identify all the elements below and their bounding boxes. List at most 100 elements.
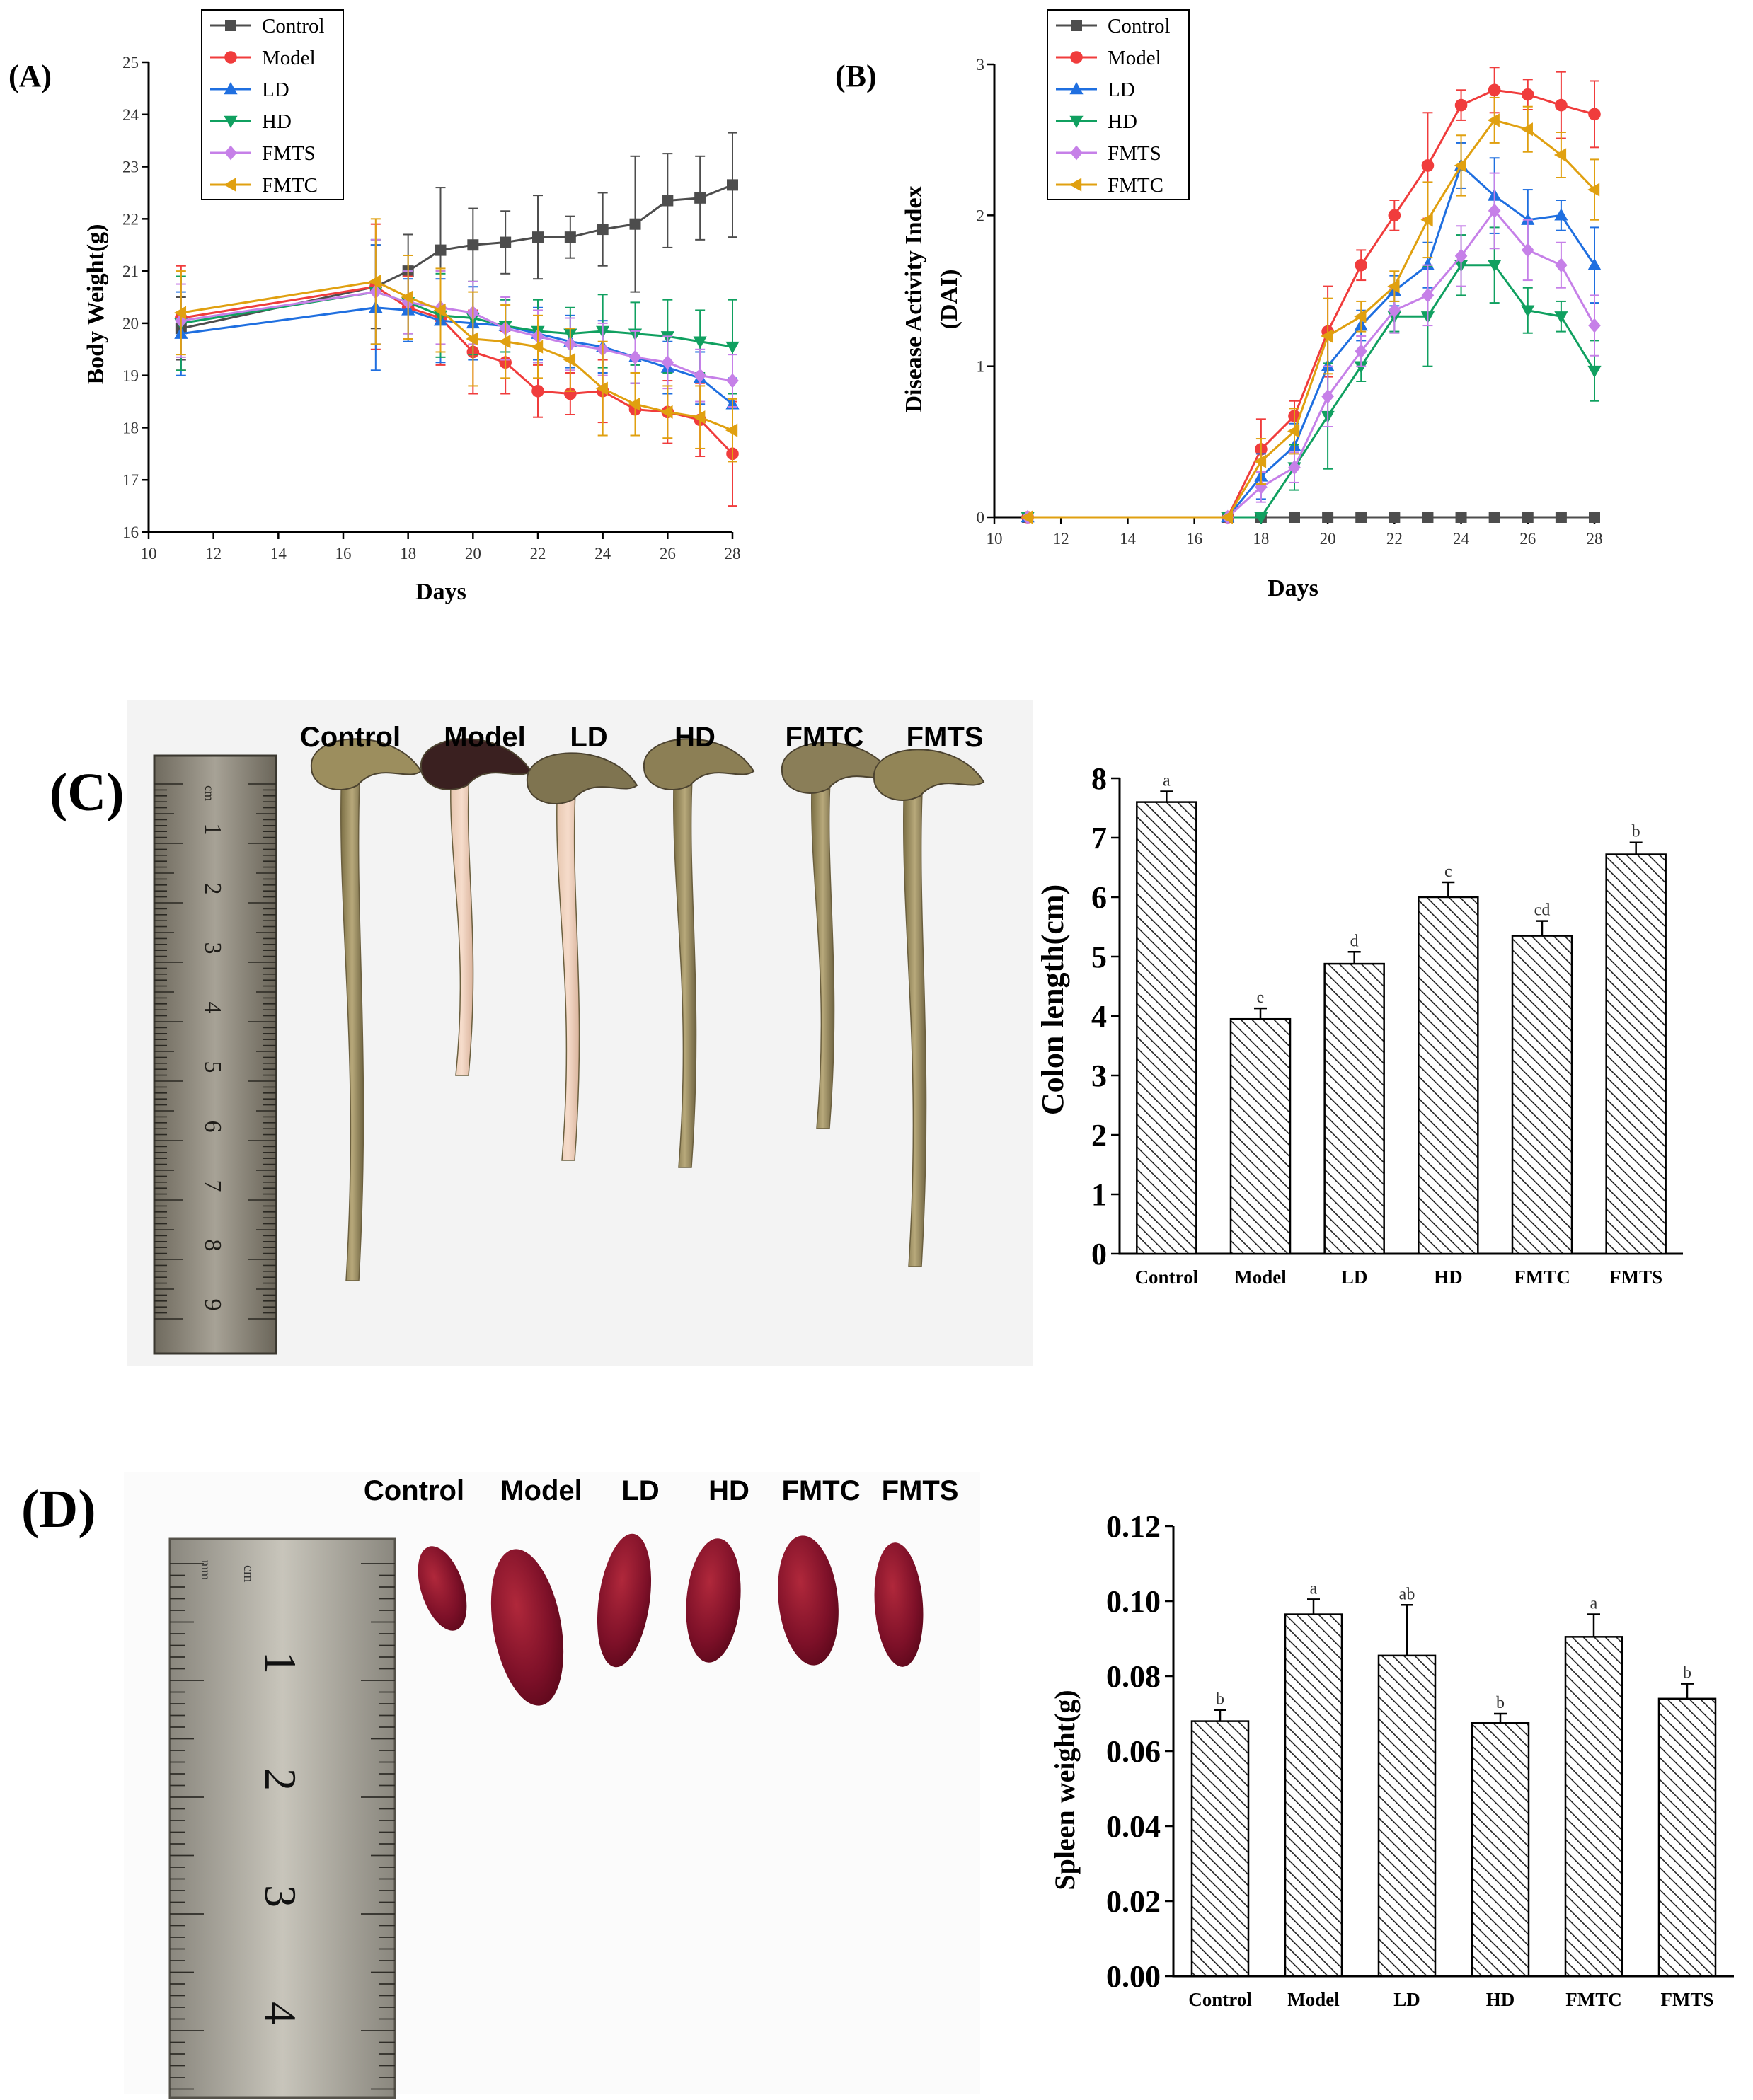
ruler-number: 3: [200, 942, 226, 954]
legend-label: Control: [1108, 15, 1171, 38]
x-tick-label: 20: [465, 545, 481, 562]
data-point: [467, 239, 479, 251]
x-tick-label: 28: [1587, 530, 1603, 548]
colon-tube: [673, 763, 697, 1168]
legend-label: FMTC: [1108, 174, 1163, 197]
bar: [1190, 1720, 1250, 1978]
bar-group-fmts: b FMTS: [1605, 823, 1667, 1288]
category-label: LD: [1341, 1267, 1368, 1288]
legend-label: HD: [262, 110, 292, 133]
category-label: HD: [1486, 1989, 1515, 2010]
colon-control: [310, 738, 423, 1281]
x-tick-label: 14: [270, 545, 287, 562]
data-point: [1454, 98, 1468, 112]
colon-label-fmtc: FMTC: [785, 722, 863, 753]
data-point: [694, 192, 706, 204]
x-tick-label: 24: [594, 545, 611, 562]
ruler-number: 7: [200, 1180, 226, 1192]
bar-group-model: a Model: [1284, 1579, 1343, 2010]
data-point: [1588, 318, 1601, 333]
panel-a-body-weight-chart: (A) 10 12 14 16 18 20 22 24 26 28 16 17 18 19 20 21 22 23…: [8, 9, 741, 605]
bar: [1564, 1636, 1623, 1978]
series-fmts: [1021, 172, 1601, 525]
bar: [1418, 896, 1479, 1255]
data-point: [1555, 258, 1568, 273]
data-point: [727, 179, 738, 191]
y-tick-label: 0.08: [1106, 1659, 1161, 1694]
series-line: [1028, 163, 1596, 519]
x-tick-label: 16: [1186, 530, 1202, 548]
colon-label-fmts: FMTS: [907, 722, 984, 753]
y-tick-label: 7: [1091, 821, 1107, 855]
bar: [1377, 1654, 1437, 1978]
data-point: [1521, 88, 1534, 101]
legend-marker: [1069, 82, 1084, 95]
colon-tube: [903, 774, 927, 1267]
legend-marker: [224, 115, 238, 128]
bar-group-control: b Control: [1188, 1690, 1252, 2010]
legend-label: LD: [1108, 79, 1135, 101]
spleen-label-fmts: FMTS: [882, 1475, 959, 1506]
series-a: [173, 132, 740, 507]
legend-a: Control Model LD HD FMTS FMTC: [201, 9, 344, 200]
data-point: [1455, 512, 1467, 523]
colon-model: [420, 738, 532, 1076]
y-tick-label: 21: [122, 262, 139, 280]
bar-group-fmtc: a FMTC: [1564, 1595, 1623, 2010]
data-point: [1555, 512, 1567, 523]
colon-fmtc: [781, 742, 893, 1129]
data-point: [1321, 329, 1333, 343]
colon-photo: (C) 1 2 3 4 5 6 7 8 9 cm Control Model LD HD FMTC FMT…: [50, 700, 1033, 1366]
x-tick-label: 14: [1120, 530, 1137, 548]
category-label: FMTS: [1609, 1267, 1662, 1288]
bar: [1229, 1017, 1292, 1255]
legend-marker: [225, 20, 236, 31]
data-point: [532, 231, 544, 243]
significance-letter: a: [1590, 1595, 1598, 1613]
y-tick-label: 25: [122, 54, 139, 71]
y-tick-label: 2: [1091, 1118, 1107, 1153]
ruler-d-mm: mm: [199, 1560, 213, 1580]
data-point: [531, 340, 544, 354]
data-point: [1521, 212, 1535, 225]
axes-d: 0.00 0.02 0.04 0.06 0.08 0.10 0.12: [1106, 1509, 1734, 1994]
spleen-fmts: [874, 1542, 924, 1667]
legend-b: Control Model LD HD FMTS FMTC: [1047, 9, 1190, 200]
data-point: [1389, 512, 1401, 523]
data-point: [1588, 108, 1601, 121]
x-tick-label: 16: [335, 545, 352, 562]
colon-cecum: [526, 752, 638, 804]
data-point: [726, 373, 739, 388]
data-point: [660, 405, 673, 419]
spleen-ld: [597, 1533, 652, 1668]
y-tick-label: 16: [122, 524, 139, 541]
data-point: [1288, 460, 1301, 475]
x-tick-label: 26: [1519, 530, 1536, 548]
data-point: [1421, 288, 1435, 303]
data-point: [1420, 213, 1433, 227]
y-axis-title-b-line2: (DAI): [936, 270, 962, 330]
y-tick-label: 8: [1091, 761, 1107, 796]
x-axis-title-b: Days: [1268, 575, 1318, 601]
colon-label-model: Model: [444, 722, 526, 753]
series-fmtc: [1021, 96, 1600, 524]
spleen-label-hd: HD: [708, 1475, 749, 1506]
bar: [1136, 801, 1197, 1255]
ruler-number: 4: [200, 1002, 226, 1014]
y-tick-label: 23: [122, 158, 139, 176]
category-label: Model: [1234, 1267, 1287, 1288]
legend-label: LD: [262, 79, 289, 101]
data-point: [1554, 311, 1568, 324]
ruler-c-ticks: 1 2 3 4 5 6 7 8 9: [154, 783, 276, 1320]
spleen-label-model: Model: [500, 1475, 582, 1506]
x-tick-label: 22: [530, 545, 546, 562]
data-point: [1521, 243, 1534, 258]
y-tick-label: 0.00: [1106, 1959, 1161, 1994]
data-point: [368, 275, 381, 289]
panel-label-c: (C): [50, 763, 125, 822]
category-label: FMTC: [1565, 1989, 1621, 2010]
y-axis-title-c: Colon length(cm): [1035, 884, 1070, 1115]
category-label: Model: [1287, 1989, 1340, 2010]
